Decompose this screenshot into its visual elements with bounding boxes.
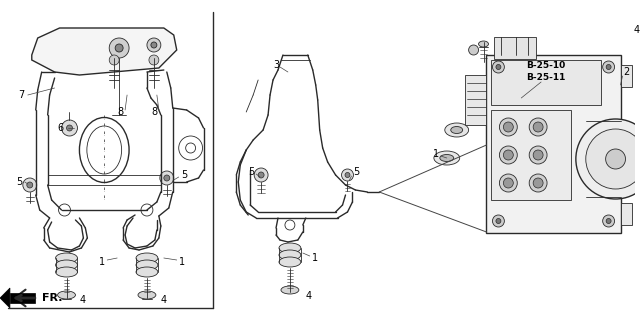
Circle shape [496, 219, 501, 224]
Circle shape [61, 120, 77, 136]
Circle shape [27, 182, 33, 188]
Text: 4: 4 [306, 291, 312, 301]
Ellipse shape [56, 267, 77, 277]
Ellipse shape [605, 149, 625, 169]
Circle shape [164, 175, 170, 181]
Ellipse shape [281, 286, 299, 294]
Bar [621, 203, 632, 225]
Text: 5: 5 [180, 170, 187, 180]
Text: 7: 7 [18, 90, 24, 100]
Circle shape [499, 174, 517, 192]
Ellipse shape [56, 260, 77, 270]
Polygon shape [10, 293, 35, 303]
Ellipse shape [136, 253, 158, 263]
Text: 8: 8 [151, 107, 157, 117]
Circle shape [504, 178, 513, 188]
Text: 1: 1 [179, 257, 185, 267]
Ellipse shape [434, 151, 460, 165]
Text: 5: 5 [353, 167, 360, 177]
Ellipse shape [279, 243, 301, 253]
Ellipse shape [440, 154, 454, 161]
Circle shape [151, 42, 157, 48]
Circle shape [529, 146, 547, 164]
Circle shape [149, 55, 159, 65]
FancyArrowPatch shape [15, 290, 35, 306]
Bar [621, 65, 632, 87]
Circle shape [468, 45, 479, 55]
Ellipse shape [56, 253, 77, 263]
Text: 4: 4 [79, 295, 86, 305]
Text: 8: 8 [117, 107, 124, 117]
Circle shape [504, 122, 513, 132]
Ellipse shape [445, 123, 468, 137]
Ellipse shape [136, 267, 158, 277]
Bar [492, 110, 571, 200]
Ellipse shape [576, 119, 640, 199]
Circle shape [499, 118, 517, 136]
Circle shape [109, 55, 119, 65]
Circle shape [606, 64, 611, 70]
Ellipse shape [586, 129, 640, 189]
Bar [486, 55, 621, 233]
Circle shape [342, 169, 353, 181]
Circle shape [529, 118, 547, 136]
Circle shape [254, 168, 268, 182]
Circle shape [603, 215, 614, 227]
Ellipse shape [136, 260, 158, 270]
Circle shape [115, 44, 123, 52]
Text: 1: 1 [312, 253, 318, 263]
Circle shape [492, 215, 504, 227]
Text: 4: 4 [634, 25, 639, 35]
Circle shape [258, 172, 264, 178]
Polygon shape [0, 288, 10, 308]
Text: 3: 3 [273, 60, 279, 70]
Polygon shape [32, 28, 177, 75]
Text: 5: 5 [16, 177, 22, 187]
Text: FR.: FR. [42, 293, 62, 303]
Text: 6: 6 [58, 123, 64, 133]
Ellipse shape [279, 250, 301, 260]
Circle shape [496, 64, 501, 70]
Text: 5: 5 [248, 167, 255, 177]
Ellipse shape [279, 257, 301, 267]
Circle shape [529, 174, 547, 192]
Circle shape [160, 171, 173, 185]
Circle shape [603, 61, 614, 73]
Text: 1: 1 [433, 149, 439, 159]
Circle shape [533, 150, 543, 160]
Ellipse shape [479, 41, 488, 47]
Circle shape [606, 219, 611, 224]
Circle shape [67, 125, 72, 131]
Bar [495, 37, 536, 59]
Text: 2: 2 [623, 67, 630, 77]
Text: 4: 4 [161, 295, 167, 305]
Circle shape [499, 146, 517, 164]
Circle shape [109, 38, 129, 58]
Circle shape [492, 61, 504, 73]
Bar [492, 60, 601, 105]
Text: 1: 1 [99, 257, 106, 267]
Text: B-25-10: B-25-10 [526, 61, 566, 70]
Circle shape [147, 38, 161, 52]
Text: B-25-11: B-25-11 [526, 73, 566, 83]
Circle shape [23, 178, 36, 192]
Circle shape [533, 122, 543, 132]
Ellipse shape [451, 127, 463, 133]
Ellipse shape [138, 291, 156, 299]
Circle shape [504, 150, 513, 160]
Ellipse shape [58, 291, 76, 299]
Circle shape [345, 173, 350, 177]
Bar [465, 75, 486, 125]
Circle shape [533, 178, 543, 188]
